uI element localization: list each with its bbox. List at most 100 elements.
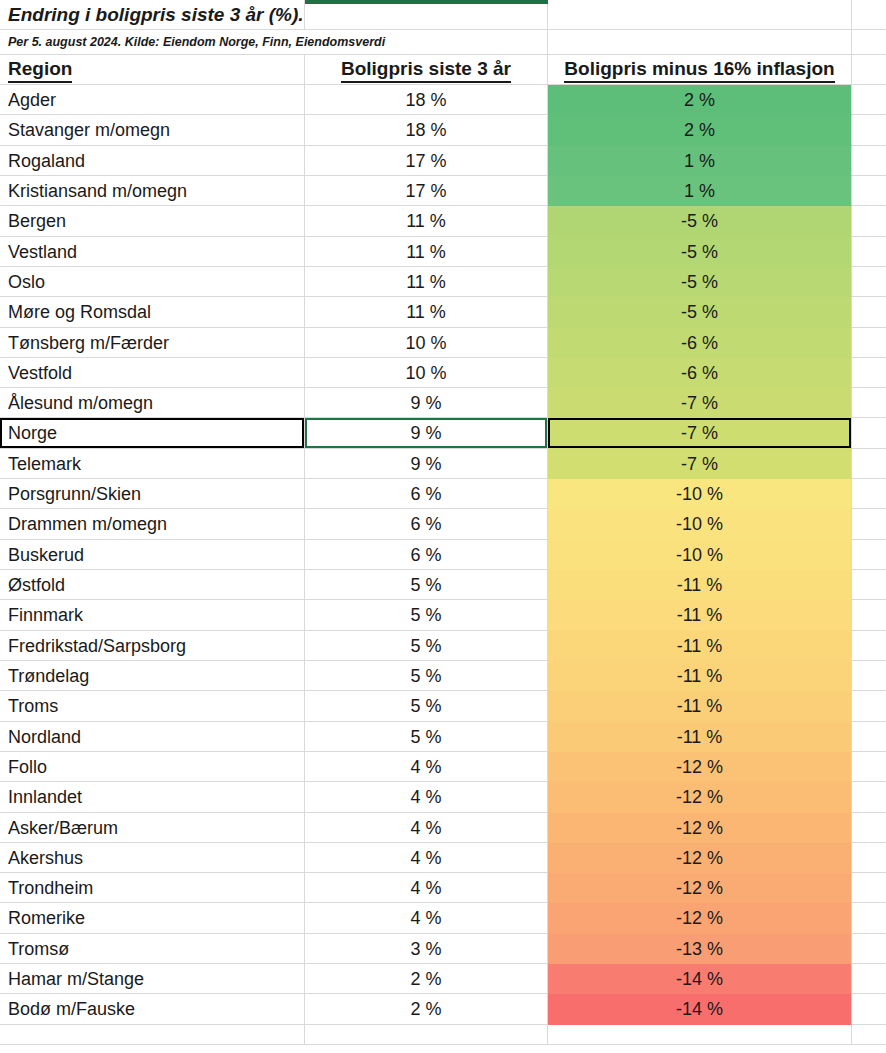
empty-cell[interactable] (852, 934, 886, 964)
price-cell[interactable]: 5 % (305, 691, 548, 721)
price-cell[interactable]: 2 % (305, 964, 548, 994)
price-cell[interactable]: 17 % (305, 146, 548, 176)
empty-cell[interactable] (852, 85, 886, 115)
region-cell[interactable]: Tromsø (0, 934, 305, 964)
price-cell[interactable]: 11 % (305, 297, 548, 327)
empty-cell[interactable] (852, 661, 886, 691)
adjusted-cell[interactable]: -12 % (548, 903, 852, 933)
adjusted-cell[interactable]: -5 % (548, 206, 852, 236)
empty-cell[interactable] (852, 903, 886, 933)
price-cell[interactable]: 6 % (305, 540, 548, 570)
adjusted-cell[interactable]: 2 % (548, 85, 852, 115)
price-cell[interactable]: 5 % (305, 631, 548, 661)
empty-cell[interactable] (852, 30, 886, 55)
adjusted-cell[interactable]: 1 % (548, 146, 852, 176)
empty-cell[interactable] (852, 55, 886, 85)
region-cell[interactable]: Hamar m/Stange (0, 964, 305, 994)
empty-cell[interactable] (548, 30, 852, 55)
empty-cell[interactable] (852, 722, 886, 752)
region-cell[interactable]: Telemark (0, 449, 305, 479)
empty-cell[interactable] (852, 0, 886, 30)
price-cell[interactable]: 11 % (305, 206, 548, 236)
price-cell[interactable]: 4 % (305, 813, 548, 843)
empty-cell[interactable] (852, 297, 886, 327)
price-cell[interactable]: 4 % (305, 752, 548, 782)
column-header-region[interactable]: Region (0, 55, 305, 85)
adjusted-cell[interactable]: -14 % (548, 994, 852, 1024)
empty-cell[interactable] (852, 206, 886, 236)
region-cell[interactable]: Akershus (0, 843, 305, 873)
empty-cell[interactable] (852, 479, 886, 509)
adjusted-cell[interactable]: -12 % (548, 752, 852, 782)
empty-cell[interactable] (852, 540, 886, 570)
region-cell[interactable]: Troms (0, 691, 305, 721)
empty-cell[interactable] (548, 0, 852, 30)
sheet-title[interactable]: Endring i boligpris siste 3 år (%). (0, 0, 305, 30)
price-cell[interactable]: 4 % (305, 873, 548, 903)
adjusted-cell[interactable]: -11 % (548, 631, 852, 661)
empty-cell[interactable] (852, 600, 886, 630)
adjusted-cell[interactable]: -11 % (548, 691, 852, 721)
region-cell[interactable]: Rogaland (0, 146, 305, 176)
adjusted-cell[interactable]: -11 % (548, 722, 852, 752)
adjusted-cell[interactable]: -12 % (548, 873, 852, 903)
price-cell[interactable]: 4 % (305, 903, 548, 933)
region-cell[interactable]: Norge (0, 418, 305, 448)
region-cell[interactable]: Vestland (0, 237, 305, 267)
price-cell[interactable]: 10 % (305, 328, 548, 358)
price-cell[interactable]: 6 % (305, 479, 548, 509)
region-cell[interactable]: Finnmark (0, 600, 305, 630)
empty-cell[interactable] (852, 418, 886, 448)
price-cell[interactable]: 2 % (305, 994, 548, 1024)
adjusted-cell[interactable]: -7 % (548, 449, 852, 479)
adjusted-cell[interactable]: 2 % (548, 115, 852, 145)
empty-cell[interactable] (852, 843, 886, 873)
price-cell[interactable]: 5 % (305, 600, 548, 630)
empty-cell[interactable] (852, 1025, 886, 1045)
adjusted-cell[interactable]: -12 % (548, 813, 852, 843)
empty-cell[interactable] (852, 691, 886, 721)
region-cell[interactable]: Drammen m/omegn (0, 509, 305, 539)
region-cell[interactable]: Ålesund m/omegn (0, 388, 305, 418)
empty-cell[interactable] (852, 873, 886, 903)
region-cell[interactable]: Stavanger m/omegn (0, 115, 305, 145)
empty-cell[interactable] (852, 813, 886, 843)
adjusted-cell[interactable]: -10 % (548, 509, 852, 539)
price-cell[interactable]: 4 % (305, 843, 548, 873)
region-cell[interactable]: Trøndelag (0, 661, 305, 691)
region-cell[interactable]: Asker/Bærum (0, 813, 305, 843)
adjusted-cell[interactable]: -5 % (548, 267, 852, 297)
sheet-source-note[interactable]: Per 5. august 2024. Kilde: Eiendom Norge… (0, 30, 305, 55)
region-cell[interactable]: Buskerud (0, 540, 305, 570)
empty-cell[interactable] (852, 267, 886, 297)
empty-cell[interactable] (852, 358, 886, 388)
empty-cell[interactable] (852, 449, 886, 479)
empty-cell[interactable] (852, 146, 886, 176)
adjusted-cell[interactable]: -5 % (548, 237, 852, 267)
adjusted-cell[interactable]: -7 % (548, 418, 852, 448)
price-cell[interactable]: 6 % (305, 509, 548, 539)
region-cell[interactable]: Vestfold (0, 358, 305, 388)
column-header-price[interactable]: Boligpris siste 3 år (305, 55, 548, 85)
empty-cell[interactable] (852, 782, 886, 812)
price-cell[interactable]: 5 % (305, 661, 548, 691)
column-header-adjusted[interactable]: Boligpris minus 16% inflasjon (548, 55, 852, 85)
price-cell[interactable]: 4 % (305, 782, 548, 812)
region-cell[interactable]: Østfold (0, 570, 305, 600)
price-cell[interactable]: 5 % (305, 722, 548, 752)
empty-cell[interactable] (305, 1025, 548, 1045)
price-cell[interactable]: 18 % (305, 85, 548, 115)
region-cell[interactable]: Bodø m/Fauske (0, 994, 305, 1024)
empty-cell[interactable] (852, 237, 886, 267)
price-cell[interactable]: 11 % (305, 237, 548, 267)
region-cell[interactable]: Fredrikstad/Sarpsborg (0, 631, 305, 661)
region-cell[interactable]: Kristiansand m/omegn (0, 176, 305, 206)
adjusted-cell[interactable]: -13 % (548, 934, 852, 964)
price-cell[interactable]: 9 % (305, 449, 548, 479)
region-cell[interactable]: Trondheim (0, 873, 305, 903)
adjusted-cell[interactable]: 1 % (548, 176, 852, 206)
empty-cell[interactable] (852, 752, 886, 782)
region-cell[interactable]: Innlandet (0, 782, 305, 812)
empty-cell[interactable] (852, 994, 886, 1024)
price-cell[interactable]: 10 % (305, 358, 548, 388)
